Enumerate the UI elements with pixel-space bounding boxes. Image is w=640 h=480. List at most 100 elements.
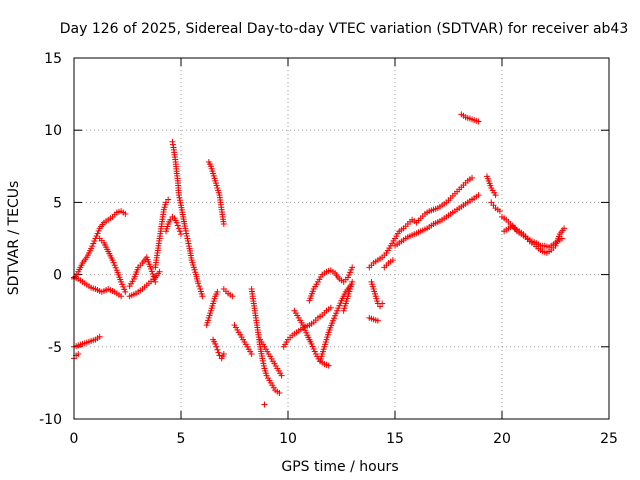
data-point [334,307,341,314]
data-point [492,192,499,199]
data-point [229,293,236,300]
data-point [335,305,342,312]
data-point [248,351,255,358]
y-axis-label: SDTVAR / TECUs [6,181,22,296]
data-point [327,304,334,311]
data-point [329,317,336,324]
x-axis-label: GPS time / hours [281,459,398,475]
data-point [173,219,180,226]
chart-title: Day 126 of 2025, Sidereal Day-to-day VTE… [60,21,629,37]
data-point [121,286,128,293]
data-point [278,372,285,379]
data-point [148,268,155,275]
data-point [111,262,118,269]
data-point [169,141,176,148]
data-point [90,240,97,247]
data-point [325,362,332,369]
data-point [122,288,129,295]
x-tick-label: 25 [600,431,618,447]
data-point [220,351,227,358]
data-point [196,283,203,290]
data-point [301,324,308,331]
data-point [175,192,182,199]
data-point [112,264,119,271]
data-point [260,360,267,367]
data-point [185,240,192,247]
data-point [331,315,338,322]
y-tick-label: 15 [44,51,62,67]
data-point [175,225,182,232]
x-tick-label: 0 [70,431,79,447]
data-point [337,300,344,307]
data-point [177,199,184,206]
tick-labels: 0 5 10 15 20 25 -10 -5 0 5 10 15 [39,51,618,447]
plot-frame [73,57,610,420]
data-point [260,362,267,369]
data-point [303,329,310,336]
data-point [349,264,356,271]
data-point [299,322,306,329]
data-point [220,221,227,228]
data-point [475,192,482,199]
data-point [212,340,219,347]
data-point [347,269,354,276]
data-point [176,197,183,204]
x-tick-label: 5 [177,431,186,447]
data-point [311,348,318,355]
data-point [93,232,100,239]
data-point [214,288,221,295]
data-point [379,300,386,307]
y-tick-label: -10 [39,412,62,428]
data-point [259,357,266,364]
data-point [215,349,222,356]
data-point [89,243,96,250]
data-point [333,310,340,317]
data-point [169,138,176,145]
x-tick-label: 15 [386,431,404,447]
y-tick-label: -5 [48,340,62,356]
data-points [71,111,568,408]
data-point [195,280,202,287]
data-point [310,345,317,352]
y-tick-label: 5 [53,195,62,211]
data-point [336,302,343,309]
data-point [348,266,355,273]
data-point [149,271,156,278]
data-point [184,238,191,245]
data-point [186,243,193,250]
data-point [156,268,163,275]
data-point [88,245,95,252]
data-point [110,259,117,266]
data-point [183,230,190,237]
data-point [475,118,482,125]
y-tick-label: 10 [44,123,62,139]
data-point [109,257,116,264]
data-point [75,351,82,358]
data-point [118,278,125,285]
data-point [120,283,127,290]
data-point [96,333,103,340]
data-point [176,194,183,201]
data-point [182,227,189,234]
data-point [469,174,476,181]
data-point [561,225,568,232]
data-point [118,293,125,300]
data-point [199,293,206,300]
data-point [182,225,189,232]
data-point [302,327,309,334]
data-point [261,401,268,408]
y-tick-label: 0 [53,268,62,284]
data-point [349,278,356,285]
data-point [174,222,181,229]
data-point [309,343,316,350]
data-point [183,232,190,239]
data-point [95,227,102,234]
data-point [308,340,315,347]
data-point [276,390,283,397]
data-point [345,271,352,278]
data-point [496,208,503,215]
data-point [122,210,129,217]
data-point [374,317,381,324]
